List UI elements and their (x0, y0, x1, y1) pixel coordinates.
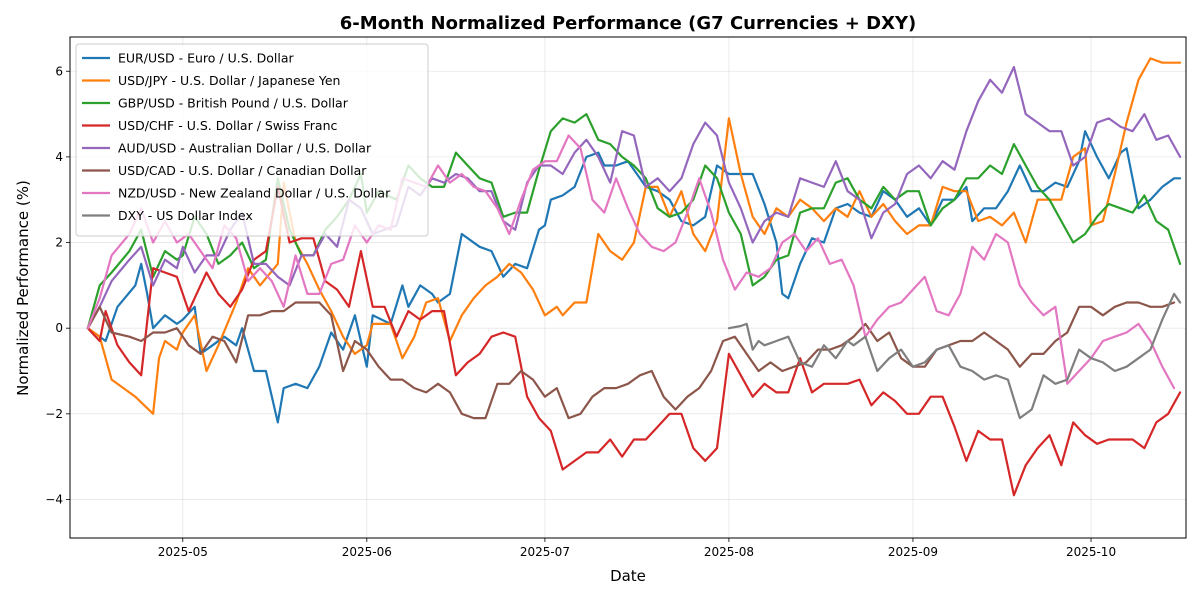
legend-box (75, 43, 429, 237)
y-tick-label: 0 (55, 321, 63, 335)
legend-entry: NZD/USD - New Zealand Dollar / U.S. Doll… (118, 186, 391, 201)
x-tick-label: 2025-08 (704, 545, 754, 559)
x-tick-label: 2025-07 (520, 545, 570, 559)
legend-entry: USD/JPY - U.S. Dollar / Japanese Yen (118, 73, 340, 88)
x-tick-label: 2025-05 (158, 545, 208, 559)
x-axis-label: Date (610, 567, 646, 585)
y-tick-label: 4 (55, 150, 63, 164)
chart-title: 6-Month Normalized Performance (G7 Curre… (340, 13, 916, 34)
x-tick-label: 2025-09 (888, 545, 938, 559)
plot-frame (69, 36, 1187, 539)
y-tick-label: −4 (45, 492, 63, 506)
legend-entry: USD/CHF - U.S. Dollar / Swiss Franc (118, 118, 338, 133)
series-line-6 (86, 134, 1176, 390)
series-line-4 (86, 65, 1182, 330)
grid (70, 37, 1186, 538)
series-line-7 (727, 292, 1182, 420)
x-tick-label: 2025-06 (342, 545, 392, 559)
y-axis-label: Normalized Performance (%) (14, 180, 32, 396)
legend-entry: AUD/USD - Australian Dollar / U.S. Dolla… (118, 141, 372, 156)
legend-entry: USD/CAD - U.S. Dollar / Canadian Dollar (118, 163, 367, 178)
x-tick-label: 2025-10 (1066, 545, 1116, 559)
y-tick-label: 2 (55, 236, 63, 250)
x-axis: 2025-05 2025-06 2025-07 2025-08 2025-09 2025-… (158, 538, 1116, 559)
series-line-5 (86, 301, 1176, 420)
legend: EUR/USD - Euro / U.S. Dollar USD/JPY - U.… (75, 43, 429, 237)
y-axis: −4 −2 0 2 4 6 (45, 64, 70, 506)
legend-entry: EUR/USD - Euro / U.S. Dollar (118, 51, 294, 66)
y-tick-label: −2 (45, 407, 63, 421)
y-tick-label: 6 (55, 64, 63, 78)
legend-entry: GBP/USD - British Pound / U.S. Dollar (118, 96, 349, 111)
legend-entry: DXY - US Dollar Index (118, 208, 253, 223)
